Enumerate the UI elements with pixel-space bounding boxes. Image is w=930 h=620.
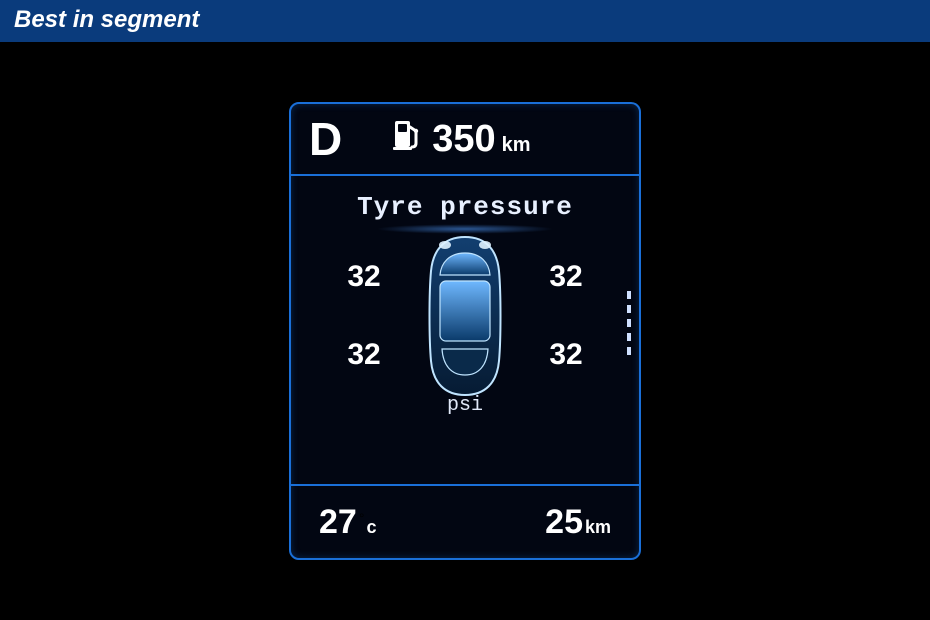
instrument-cluster: D 350 km Tyre pressure 32 [289, 102, 641, 560]
segment-banner: Best in segment [0, 0, 930, 42]
tpms-rear-right: 32 [549, 338, 582, 372]
tpms-grid: 32 [329, 242, 601, 390]
range-value: 350 [432, 118, 495, 161]
tpms-front-left: 32 [347, 260, 380, 294]
cluster-bottom-row: 27 ° c 25 km [291, 486, 639, 558]
trip-value: 25 [545, 503, 583, 542]
gear-indicator: D [309, 112, 344, 166]
temp-unit: c [366, 517, 376, 538]
degree-symbol: ° [359, 510, 365, 526]
trip-unit: km [585, 517, 611, 538]
display-stage: D 350 km Tyre pressure 32 [0, 42, 930, 620]
outside-temp: 27 ° c [319, 503, 376, 542]
temp-value: 27 [319, 503, 357, 542]
tpms-rear-left: 32 [347, 338, 380, 372]
fuel-pump-icon [392, 117, 422, 156]
cluster-top-row: D 350 km [291, 104, 639, 176]
fuel-range-group: 350 km [392, 117, 530, 161]
trip-distance: 25 km [545, 503, 611, 542]
car-top-view [415, 231, 515, 401]
right-scale-ticks [627, 291, 631, 355]
banner-title: Best in segment [14, 6, 199, 33]
tpms-unit: psi [447, 394, 483, 417]
range-unit: km [502, 134, 531, 157]
tpms-title: Tyre pressure [357, 192, 573, 222]
cluster-mid-row: Tyre pressure 32 [291, 176, 639, 486]
car-icon [415, 231, 515, 401]
tpms-front-right: 32 [549, 260, 582, 294]
